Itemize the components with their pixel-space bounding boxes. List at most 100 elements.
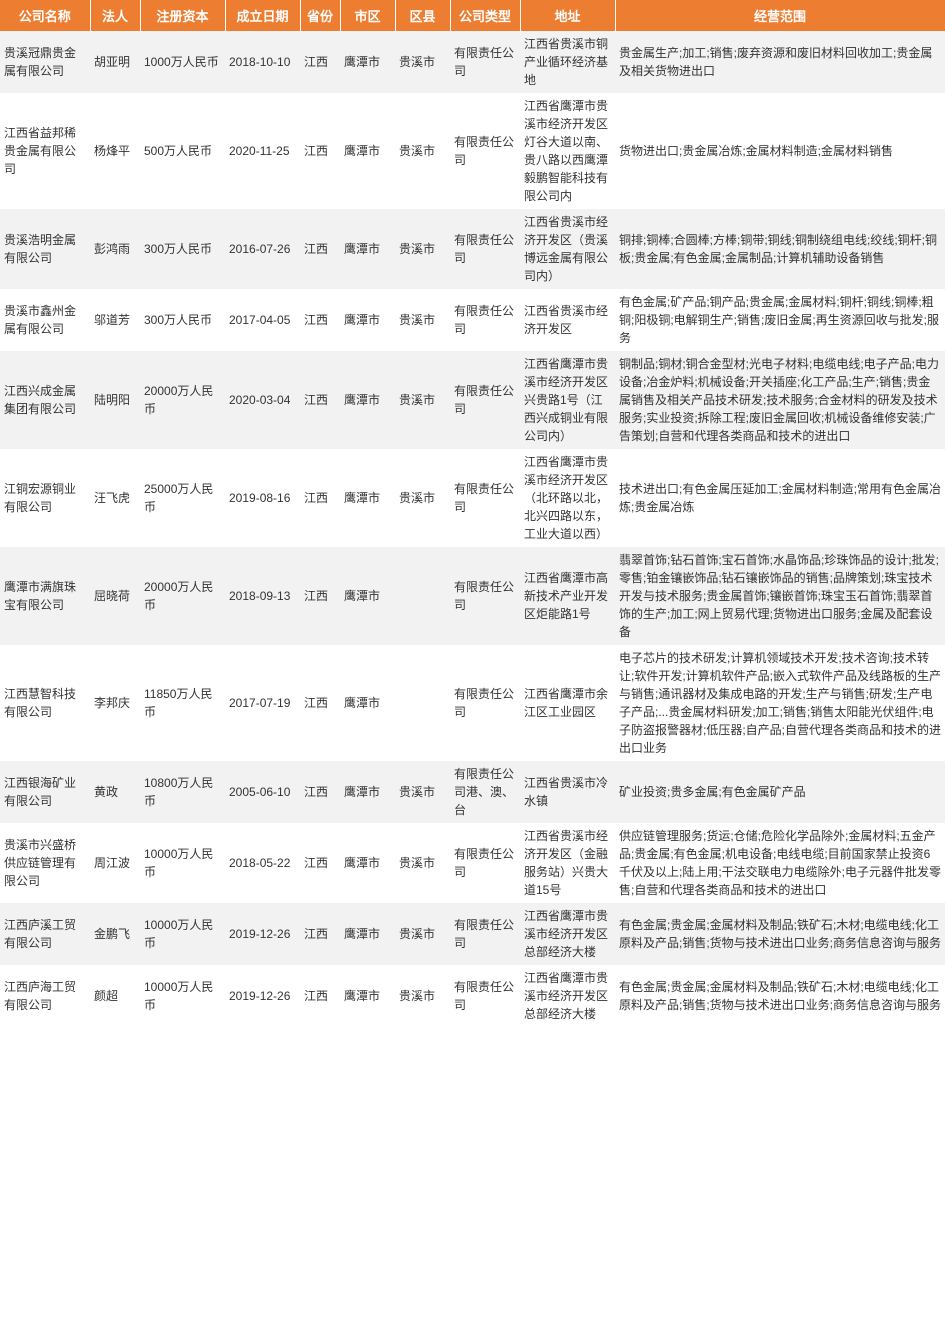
cell-type: 有限责任公司 bbox=[450, 965, 520, 1027]
cell-addr: 江西省贵溪市冷水镇 bbox=[520, 761, 615, 823]
cell-legal: 彭鸿雨 bbox=[90, 209, 140, 289]
cell-district: 贵溪市 bbox=[395, 903, 450, 965]
cell-legal: 胡亚明 bbox=[90, 31, 140, 93]
cell-addr: 江西省鹰潭市贵溪市经济开发区（北环路以北，北兴四路以东，工业大道以西） bbox=[520, 449, 615, 547]
cell-addr: 江西省鹰潭市高新技术产业开发区炬能路1号 bbox=[520, 547, 615, 645]
cell-addr: 江西省鹰潭市贵溪市经济开发区灯谷大道以南、贵八路以西鹰潭毅鹏智能科技有限公司内 bbox=[520, 93, 615, 209]
cell-district: 贵溪市 bbox=[395, 351, 450, 449]
cell-prov: 江西 bbox=[300, 209, 340, 289]
cell-city: 鹰潭市 bbox=[340, 289, 395, 351]
cell-scope: 电子芯片的技术研发;计算机领域技术开发;技术咨询;技术转让;软件开发;计算机软件… bbox=[615, 645, 945, 761]
cell-scope: 货物进出口;贵金属冶炼;金属材料制造;金属材料销售 bbox=[615, 93, 945, 209]
col-header-type: 公司类型 bbox=[450, 0, 520, 31]
cell-scope: 铜制品;铜材;铜合金型材;光电子材料;电缆电线;电子产品;电力设备;冶金炉料;机… bbox=[615, 351, 945, 449]
cell-date: 2018-09-13 bbox=[225, 547, 300, 645]
cell-legal: 陆明阳 bbox=[90, 351, 140, 449]
cell-company: 江西慧智科技有限公司 bbox=[0, 645, 90, 761]
cell-district bbox=[395, 547, 450, 645]
cell-date: 2019-12-26 bbox=[225, 965, 300, 1027]
cell-city: 鹰潭市 bbox=[340, 209, 395, 289]
cell-city: 鹰潭市 bbox=[340, 93, 395, 209]
cell-company: 江西银海矿业有限公司 bbox=[0, 761, 90, 823]
cell-type: 有限责任公司 bbox=[450, 903, 520, 965]
col-header-city: 市区 bbox=[340, 0, 395, 31]
cell-district: 贵溪市 bbox=[395, 209, 450, 289]
cell-city: 鹰潭市 bbox=[340, 31, 395, 93]
cell-prov: 江西 bbox=[300, 761, 340, 823]
cell-prov: 江西 bbox=[300, 547, 340, 645]
cell-date: 2018-05-22 bbox=[225, 823, 300, 903]
cell-company: 贵溪冠鼎贵金属有限公司 bbox=[0, 31, 90, 93]
table-row: 江西庐海工贸有限公司颜超10000万人民币2019-12-26江西鹰潭市贵溪市有… bbox=[0, 965, 945, 1027]
table-header: 公司名称 法人 注册资本 成立日期 省份 市区 区县 公司类型 地址 经营范围 bbox=[0, 0, 945, 31]
table-row: 江铜宏源铜业有限公司汪飞虎25000万人民币2019-08-16江西鹰潭市贵溪市… bbox=[0, 449, 945, 547]
col-header-company: 公司名称 bbox=[0, 0, 90, 31]
cell-type: 有限责任公司 bbox=[450, 823, 520, 903]
cell-district: 贵溪市 bbox=[395, 31, 450, 93]
cell-capital: 20000万人民币 bbox=[140, 547, 225, 645]
cell-city: 鹰潭市 bbox=[340, 449, 395, 547]
cell-addr: 江西省鹰潭市余江区工业园区 bbox=[520, 645, 615, 761]
cell-date: 2005-06-10 bbox=[225, 761, 300, 823]
cell-prov: 江西 bbox=[300, 903, 340, 965]
cell-company: 江西庐海工贸有限公司 bbox=[0, 965, 90, 1027]
cell-type: 有限责任公司 bbox=[450, 31, 520, 93]
cell-prov: 江西 bbox=[300, 351, 340, 449]
cell-capital: 25000万人民币 bbox=[140, 449, 225, 547]
cell-city: 鹰潭市 bbox=[340, 823, 395, 903]
cell-company: 江铜宏源铜业有限公司 bbox=[0, 449, 90, 547]
cell-date: 2018-10-10 bbox=[225, 31, 300, 93]
cell-capital: 1000万人民币 bbox=[140, 31, 225, 93]
cell-type: 有限责任公司 bbox=[450, 351, 520, 449]
cell-scope: 技术进出口;有色金属压延加工;金属材料制造;常用有色金属冶炼;贵金属冶炼 bbox=[615, 449, 945, 547]
cell-company: 江西兴成金属集团有限公司 bbox=[0, 351, 90, 449]
cell-addr: 江西省鹰潭市贵溪市经济开发区总部经济大楼 bbox=[520, 965, 615, 1027]
cell-capital: 300万人民币 bbox=[140, 289, 225, 351]
cell-city: 鹰潭市 bbox=[340, 351, 395, 449]
cell-capital: 20000万人民币 bbox=[140, 351, 225, 449]
table-body: 贵溪冠鼎贵金属有限公司胡亚明1000万人民币2018-10-10江西鹰潭市贵溪市… bbox=[0, 31, 945, 1027]
cell-prov: 江西 bbox=[300, 965, 340, 1027]
cell-type: 有限责任公司 bbox=[450, 449, 520, 547]
cell-prov: 江西 bbox=[300, 93, 340, 209]
table-row: 贵溪市兴盛桥供应链管理有限公司周江波10000万人民币2018-05-22江西鹰… bbox=[0, 823, 945, 903]
cell-district: 贵溪市 bbox=[395, 449, 450, 547]
cell-addr: 江西省鹰潭市贵溪市经济开发区总部经济大楼 bbox=[520, 903, 615, 965]
cell-prov: 江西 bbox=[300, 449, 340, 547]
cell-company: 江西庐溪工贸有限公司 bbox=[0, 903, 90, 965]
table-row: 贵溪浩明金属有限公司彭鸿雨300万人民币2016-07-26江西鹰潭市贵溪市有限… bbox=[0, 209, 945, 289]
cell-addr: 江西省贵溪市经济开发区 bbox=[520, 289, 615, 351]
cell-capital: 300万人民币 bbox=[140, 209, 225, 289]
cell-capital: 10000万人民币 bbox=[140, 965, 225, 1027]
cell-addr: 江西省贵溪市铜产业循环经济基地 bbox=[520, 31, 615, 93]
cell-legal: 金鹏飞 bbox=[90, 903, 140, 965]
cell-type: 有限责任公司 bbox=[450, 93, 520, 209]
col-header-capital: 注册资本 bbox=[140, 0, 225, 31]
cell-district: 贵溪市 bbox=[395, 823, 450, 903]
cell-legal: 邬道芳 bbox=[90, 289, 140, 351]
cell-district: 贵溪市 bbox=[395, 93, 450, 209]
cell-legal: 李邦庆 bbox=[90, 645, 140, 761]
cell-prov: 江西 bbox=[300, 823, 340, 903]
cell-prov: 江西 bbox=[300, 645, 340, 761]
col-header-date: 成立日期 bbox=[225, 0, 300, 31]
cell-scope: 供应链管理服务;货运;仓储;危险化学品除外;金属材料;五金产品;贵金属;有色金属… bbox=[615, 823, 945, 903]
cell-legal: 汪飞虎 bbox=[90, 449, 140, 547]
cell-date: 2019-08-16 bbox=[225, 449, 300, 547]
col-header-prov: 省份 bbox=[300, 0, 340, 31]
cell-district: 贵溪市 bbox=[395, 761, 450, 823]
cell-addr: 江西省贵溪市经济开发区（贵溪博远金属有限公司内） bbox=[520, 209, 615, 289]
cell-scope: 有色金属;矿产品;铜产品;贵金属;金属材料;铜杆;铜线;铜棒;粗铜;阳极铜;电解… bbox=[615, 289, 945, 351]
cell-capital: 500万人民币 bbox=[140, 93, 225, 209]
cell-scope: 翡翠首饰;钻石首饰;宝石首饰;水晶饰品;珍珠饰品的设计;批发;零售;铂金镶嵌饰品… bbox=[615, 547, 945, 645]
cell-prov: 江西 bbox=[300, 31, 340, 93]
cell-legal: 周江波 bbox=[90, 823, 140, 903]
cell-city: 鹰潭市 bbox=[340, 965, 395, 1027]
cell-city: 鹰潭市 bbox=[340, 761, 395, 823]
cell-date: 2016-07-26 bbox=[225, 209, 300, 289]
cell-date: 2017-07-19 bbox=[225, 645, 300, 761]
cell-legal: 颜超 bbox=[90, 965, 140, 1027]
col-header-district: 区县 bbox=[395, 0, 450, 31]
cell-city: 鹰潭市 bbox=[340, 547, 395, 645]
cell-company: 贵溪浩明金属有限公司 bbox=[0, 209, 90, 289]
